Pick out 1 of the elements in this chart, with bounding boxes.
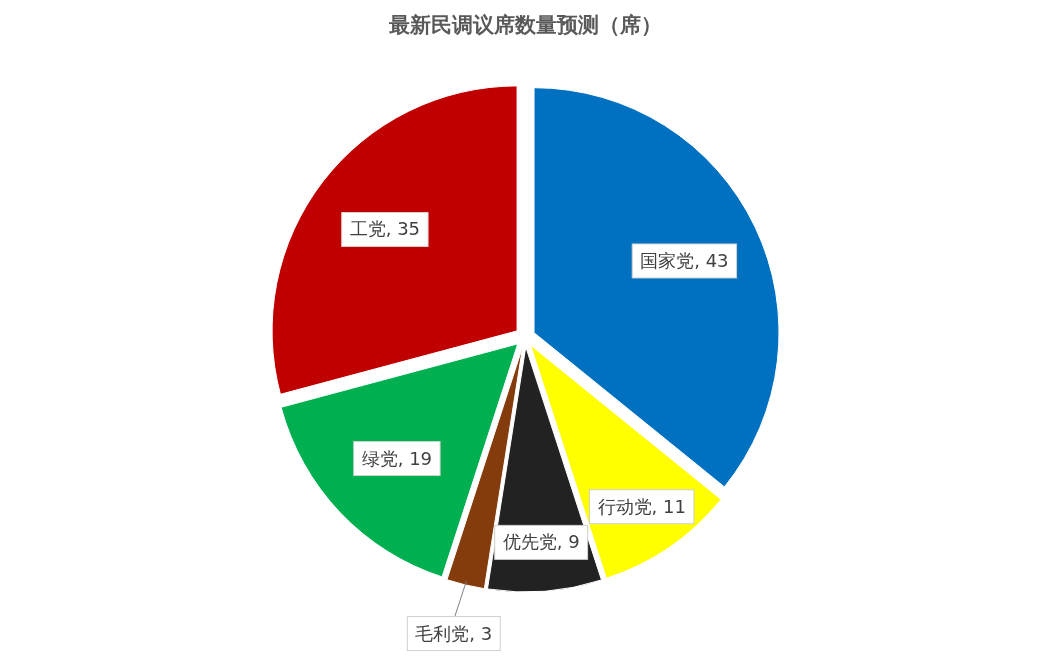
title: 最新民调议席数量预测（席） xyxy=(388,13,662,37)
